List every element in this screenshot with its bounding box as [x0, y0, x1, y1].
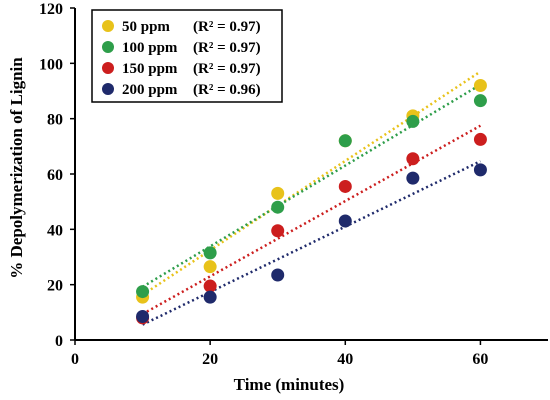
- data-point-series-1: [136, 285, 150, 299]
- data-point-series-3: [271, 268, 285, 282]
- data-point-series-3: [203, 290, 217, 304]
- data-point-series-3: [136, 309, 150, 323]
- trendlines: [141, 70, 482, 326]
- x-tick-label: 40: [337, 351, 353, 368]
- ticks: 0 20 40 60 0 20 40 60 80 100 120: [39, 1, 488, 368]
- legend-marker: [102, 62, 114, 74]
- y-tick-label: 80: [47, 112, 63, 129]
- legend-marker: [102, 20, 114, 32]
- x-tick-label: 0: [71, 351, 79, 368]
- legend-marker: [102, 41, 114, 53]
- legend-marker: [102, 83, 114, 95]
- data-point-series-1: [271, 200, 285, 214]
- data-point-series-3: [406, 171, 420, 185]
- legend-r2-label: (R² = 0.97): [193, 61, 261, 77]
- y-tick-label: 120: [39, 1, 63, 18]
- legend-r2-label: (R² = 0.97): [193, 40, 261, 56]
- data-point-series-1: [338, 134, 352, 148]
- y-tick-label: 20: [47, 278, 63, 295]
- legend-r2-label: (R² = 0.97): [193, 19, 261, 35]
- x-axis-title: Time (minutes): [234, 375, 345, 394]
- legend-series-name: 50 ppm: [122, 19, 170, 35]
- y-tick-label: 100: [39, 56, 63, 73]
- data-point-series-3: [473, 163, 487, 177]
- data-point-series-0: [473, 78, 487, 92]
- data-point-series-1: [406, 114, 420, 128]
- data-point-series-3: [338, 214, 352, 228]
- y-tick-label: 40: [47, 222, 63, 239]
- trendline-series-2: [141, 124, 482, 316]
- y-tick-label: 60: [47, 167, 63, 184]
- legend-series-name: 100 ppm: [122, 40, 178, 56]
- data-points: [136, 78, 487, 325]
- data-point-series-2: [271, 224, 285, 238]
- y-axis-title: % Depolymerization of Lignin: [7, 57, 26, 279]
- data-point-series-0: [203, 260, 217, 274]
- y-tick-label: 0: [55, 333, 63, 350]
- legend: 50 ppm (R² = 0.97) 100 ppm (R² = 0.97) 150 p…: [91, 9, 283, 103]
- data-point-series-2: [406, 152, 420, 166]
- legend-box: [91, 9, 283, 103]
- legend-series-name: 150 ppm: [122, 61, 178, 77]
- trendline-series-1: [141, 83, 482, 288]
- data-point-series-0: [271, 186, 285, 200]
- x-tick-label: 20: [202, 351, 218, 368]
- data-point-series-2: [473, 132, 487, 146]
- data-point-series-2: [338, 179, 352, 193]
- x-tick-label: 60: [472, 351, 488, 368]
- data-point-series-2: [203, 279, 217, 293]
- trendline-series-0: [141, 70, 482, 296]
- legend-series-name: 200 ppm: [122, 82, 178, 98]
- data-point-series-1: [473, 94, 487, 108]
- legend-r2-label: (R² = 0.96): [193, 82, 261, 98]
- data-point-series-1: [203, 246, 217, 260]
